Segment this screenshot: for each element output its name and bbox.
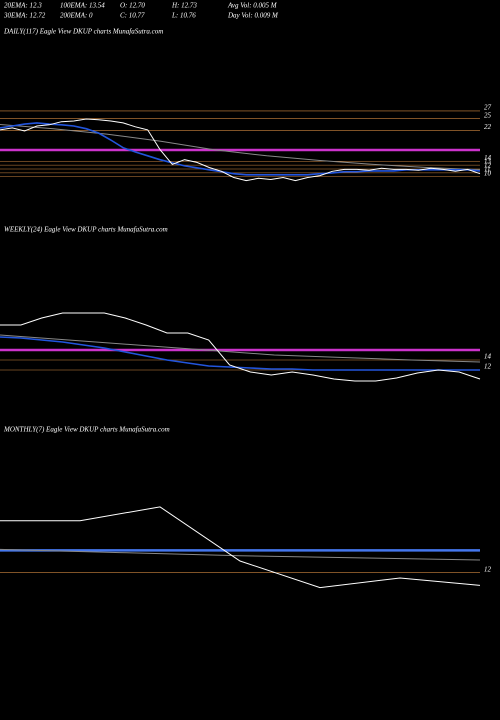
header-stat: C: 10.77: [120, 12, 145, 20]
header-stat: 20EMA: 12.3: [4, 2, 42, 10]
y-tick-label: 14: [484, 154, 492, 162]
header-stat: O: 12.70: [120, 2, 145, 10]
header-stat: 30EMA: 12.72: [3, 12, 46, 20]
y-tick-label: 27: [484, 104, 492, 112]
series-line: [0, 506, 481, 589]
panel-title: MONTHLY(7) Eagle View DKUP charts Munafa…: [3, 426, 170, 434]
y-tick-label: 12: [484, 565, 492, 573]
header-stat: 200EMA: 0: [60, 12, 93, 20]
series-line: [0, 334, 481, 363]
panel-title: DAILY(117) Eagle View DKUP charts Munafa…: [3, 28, 163, 36]
header-stat: Day Vol: 0.009 M: [227, 12, 279, 20]
y-tick-label: 22: [484, 123, 492, 131]
series-line: [0, 336, 480, 371]
series-line: [0, 548, 481, 561]
header-stat: L: 10.76: [171, 12, 196, 20]
y-tick-label: 14: [484, 353, 492, 361]
y-tick-label: 11: [484, 165, 490, 173]
header-stat: Avg Vol: 0.005 M: [227, 2, 278, 10]
y-tick-label: 12: [484, 363, 492, 371]
series-line: [0, 118, 481, 182]
y-tick-label: 25: [484, 111, 492, 119]
panel-title: WEEKLY(24) Eagle View DKUP charts Munafa…: [4, 226, 168, 234]
series-line: [0, 312, 481, 382]
series-line: [0, 124, 481, 171]
y-tick-label: 13: [484, 158, 492, 166]
y-tick-label: 10: [484, 169, 492, 177]
y-tick-label: 12: [484, 162, 492, 170]
series-line: [0, 122, 481, 176]
header-stat: 100EMA: 13.54: [60, 2, 105, 10]
header-stat: H: 12.73: [171, 2, 197, 10]
